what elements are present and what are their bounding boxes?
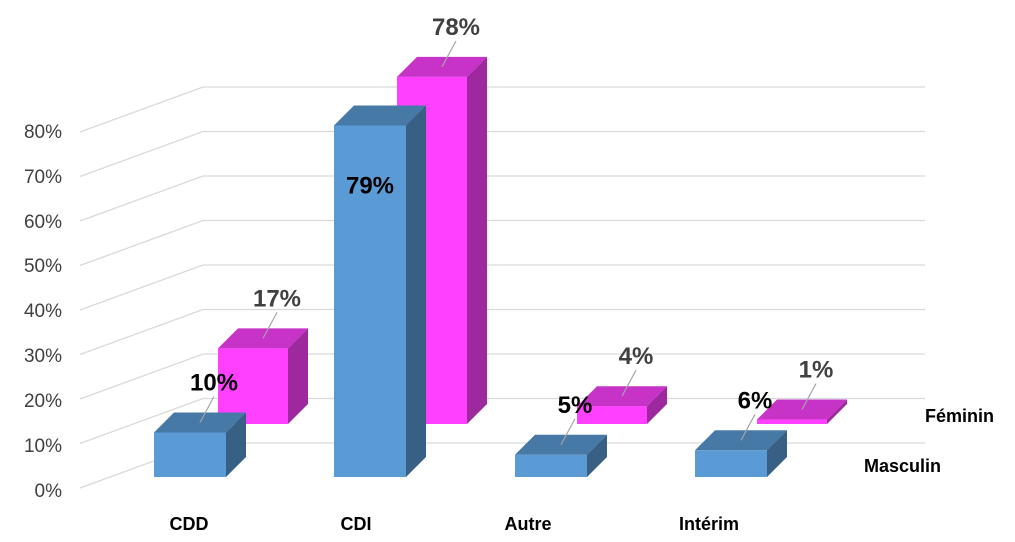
bar-side bbox=[827, 399, 847, 424]
bar-side bbox=[406, 105, 426, 477]
feminin-bars bbox=[218, 56, 847, 425]
data-label-leader bbox=[441, 40, 457, 68]
bar-feminin bbox=[218, 328, 308, 424]
data-label-leader bbox=[262, 312, 278, 339]
bar-side bbox=[226, 412, 246, 477]
gridline bbox=[79, 175, 925, 222]
bar-front bbox=[154, 432, 226, 477]
category-label: CDI bbox=[341, 514, 372, 534]
bar-top bbox=[334, 105, 426, 126]
data-label: 1% bbox=[799, 357, 834, 384]
data-label-leader bbox=[621, 369, 637, 397]
bar-side bbox=[587, 434, 607, 477]
bar-masculin bbox=[515, 434, 607, 477]
gridline bbox=[79, 264, 925, 311]
y-tick-label: 80% bbox=[24, 122, 62, 143]
y-tick-label: 20% bbox=[24, 391, 62, 412]
data-label: 79% bbox=[346, 172, 394, 199]
y-tick-label: 40% bbox=[24, 301, 62, 322]
series-label-feminin: Féminin bbox=[925, 406, 994, 426]
gridline bbox=[79, 219, 925, 267]
series-label-masculin: Masculin bbox=[864, 456, 941, 476]
data-label: 17% bbox=[253, 285, 301, 312]
category-label: Autre bbox=[504, 514, 551, 534]
gridline bbox=[79, 353, 925, 400]
data-label: 6% bbox=[738, 387, 773, 414]
data-label: 78% bbox=[432, 14, 480, 41]
bar-front bbox=[218, 348, 288, 424]
bar-front bbox=[334, 125, 406, 477]
data-label-leader bbox=[560, 418, 576, 446]
y-tick-label: 70% bbox=[24, 167, 62, 188]
bar-front bbox=[515, 454, 587, 477]
bar-masculin bbox=[695, 430, 787, 477]
y-tick-label: 0% bbox=[35, 481, 63, 502]
y-tick-label: 10% bbox=[24, 436, 62, 457]
data-labels: 10% 79% 5% 6% 17% 78% 4% 1% bbox=[190, 14, 834, 446]
bar-front bbox=[695, 450, 767, 477]
data-label: 10% bbox=[190, 370, 238, 397]
category-label: Intérim bbox=[679, 514, 739, 534]
y-tick-label: 30% bbox=[24, 346, 62, 367]
y-tick-label: 50% bbox=[24, 256, 62, 277]
data-label-leader bbox=[740, 414, 756, 441]
gridline bbox=[79, 397, 925, 445]
masculin-bars bbox=[154, 105, 787, 477]
gridline bbox=[79, 308, 925, 356]
data-label-leader bbox=[801, 383, 817, 410]
y-axis-ticks: 0% 10% 20% 30% 40% 50% 60% 70% 80% bbox=[24, 122, 62, 502]
gridline bbox=[79, 86, 925, 133]
bar-side bbox=[288, 328, 308, 424]
bar-side bbox=[467, 56, 487, 425]
data-label-leader bbox=[199, 396, 215, 423]
bar-side bbox=[647, 386, 667, 424]
gridline bbox=[79, 130, 925, 178]
bar-masculin bbox=[334, 105, 426, 477]
bar-front bbox=[577, 406, 647, 424]
bar-side bbox=[767, 430, 787, 477]
data-label: 4% bbox=[619, 343, 654, 370]
y-tick-label: 60% bbox=[24, 212, 62, 233]
gridlines bbox=[79, 86, 925, 489]
x-axis-categories: CDD CDI Autre Intérim bbox=[170, 514, 740, 534]
category-label: CDD bbox=[170, 514, 209, 534]
data-label: 5% bbox=[558, 392, 593, 419]
bar-front bbox=[757, 419, 827, 424]
